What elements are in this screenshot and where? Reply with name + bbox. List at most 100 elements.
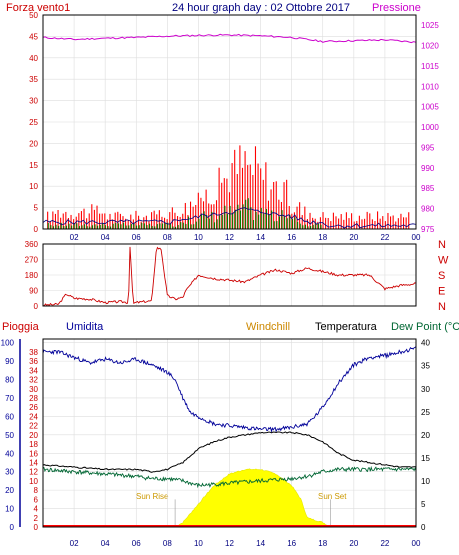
wind-x-tick: 22 bbox=[380, 233, 389, 242]
humidity-line bbox=[42, 346, 417, 433]
climate-x-tick: 08 bbox=[163, 539, 172, 548]
rain-y-tick: 14 bbox=[29, 458, 38, 467]
wind-y-tick: 25 bbox=[29, 118, 38, 127]
rain-y-tick: 38 bbox=[29, 348, 38, 357]
rain-y-tick: 28 bbox=[29, 394, 38, 403]
dew-point-label: Dew Point (°C bbox=[391, 321, 459, 333]
dir-compass-letter: N bbox=[438, 239, 446, 251]
wind-frame bbox=[42, 14, 417, 230]
temp-y-tick: 25 bbox=[421, 408, 430, 417]
dir-compass-letter: W bbox=[438, 255, 449, 267]
rain-y-tick: 36 bbox=[29, 357, 38, 366]
temp-y-tick: 5 bbox=[421, 500, 426, 509]
wind-y-tick: 5 bbox=[34, 204, 39, 213]
pressure-y-tick: 975 bbox=[421, 225, 435, 234]
pressure-line bbox=[42, 33, 417, 44]
climate-x-tick: 10 bbox=[194, 539, 203, 548]
pressure-y-tick: 1010 bbox=[421, 82, 439, 91]
rain-y-tick: 12 bbox=[29, 468, 38, 477]
rain-y-tick: 0 bbox=[34, 523, 39, 532]
climate-x-tick: 22 bbox=[380, 539, 389, 548]
temp-y-tick: 30 bbox=[421, 385, 430, 394]
wind-x-tick: 12 bbox=[225, 233, 234, 242]
rain-y-tick: 2 bbox=[34, 514, 39, 523]
rain-y-tick: 6 bbox=[34, 495, 39, 504]
wind-blue-line bbox=[42, 207, 417, 229]
wind-y-tick: 15 bbox=[29, 161, 38, 170]
climate-x-tick: 20 bbox=[349, 539, 358, 548]
climate-x-tick: 16 bbox=[287, 539, 296, 548]
wind-x-tick: 04 bbox=[101, 233, 110, 242]
sunset-label: Sun Set bbox=[318, 492, 347, 501]
humidity-y-tick: 70 bbox=[5, 394, 14, 403]
climate-x-tick: 12 bbox=[225, 539, 234, 548]
wind-x-tick: 14 bbox=[256, 233, 265, 242]
rain-y-tick: 8 bbox=[34, 486, 39, 495]
temp-y-tick: 35 bbox=[421, 362, 430, 371]
wind-x-tick: 08 bbox=[163, 233, 172, 242]
pressure-y-tick: 980 bbox=[421, 205, 435, 214]
pressure-y-tick: 995 bbox=[421, 143, 435, 152]
climate-x-tick: 18 bbox=[318, 539, 327, 548]
rain-y-tick: 22 bbox=[29, 422, 38, 431]
dir-y-tick: 180 bbox=[25, 271, 39, 280]
dir-y-tick: 90 bbox=[29, 287, 38, 296]
dir-compass-letter: S bbox=[438, 270, 445, 282]
rain-y-tick: 16 bbox=[29, 449, 38, 458]
dir-compass-letter: E bbox=[438, 286, 445, 298]
dew-point-line bbox=[42, 465, 417, 489]
climate-x-tick: 00 bbox=[412, 539, 421, 548]
humidity-y-tick: 100 bbox=[1, 339, 15, 348]
pressure-y-tick: 1020 bbox=[421, 42, 439, 51]
rain-y-tick: 34 bbox=[29, 366, 38, 375]
temp-y-tick: 40 bbox=[421, 339, 430, 348]
wind-x-tick: 02 bbox=[70, 233, 79, 242]
rain-y-tick: 4 bbox=[34, 505, 39, 514]
wind-x-tick: 16 bbox=[287, 233, 296, 242]
humidity-y-tick: 10 bbox=[5, 505, 14, 514]
climate-x-tick: 06 bbox=[132, 539, 141, 548]
wind-direction-line bbox=[42, 246, 417, 307]
temperature-label: Temperatura bbox=[315, 321, 378, 333]
humidity-y-tick: 60 bbox=[5, 412, 14, 421]
pressure-y-tick: 1015 bbox=[421, 62, 439, 71]
humidity-y-tick: 50 bbox=[5, 431, 14, 440]
climate-x-tick: 02 bbox=[70, 539, 79, 548]
dir-y-tick: 0 bbox=[34, 302, 39, 311]
humidity-y-tick: 30 bbox=[5, 468, 14, 477]
solar-area bbox=[174, 468, 331, 528]
humidity-y-tick: 90 bbox=[5, 357, 14, 366]
pressure-label: Pressione bbox=[372, 2, 421, 14]
wind-y-tick: 40 bbox=[29, 54, 38, 63]
pressure-y-tick: 1025 bbox=[421, 21, 439, 30]
wind-force-label: Forza vento1 bbox=[6, 2, 70, 14]
page-title: 24 hour graph day : 02 Ottobre 2017 bbox=[172, 2, 350, 14]
wind-x-tick: 00 bbox=[412, 233, 421, 242]
rain-y-tick: 30 bbox=[29, 385, 38, 394]
rain-y-tick: 32 bbox=[29, 376, 38, 385]
rain-y-tick: 18 bbox=[29, 440, 38, 449]
wind-x-tick: 20 bbox=[349, 233, 358, 242]
pressure-y-tick: 1005 bbox=[421, 103, 439, 112]
temp-y-tick: 15 bbox=[421, 454, 430, 463]
dir-compass-letter: N bbox=[438, 301, 446, 313]
rain-y-tick: 20 bbox=[29, 431, 38, 440]
climate-x-tick: 14 bbox=[256, 539, 265, 548]
wind-y-tick: 45 bbox=[29, 32, 38, 41]
dir-frame bbox=[42, 243, 417, 307]
temp-y-tick: 0 bbox=[421, 523, 426, 532]
rain-label: Pioggia bbox=[2, 321, 40, 333]
wind-y-tick: 0 bbox=[34, 225, 39, 234]
humidity-label: Umidita bbox=[66, 321, 104, 333]
rain-y-tick: 24 bbox=[29, 412, 38, 421]
temp-y-tick: 20 bbox=[421, 431, 430, 440]
wind-x-tick: 18 bbox=[318, 233, 327, 242]
wind-y-tick: 50 bbox=[29, 11, 38, 20]
humidity-y-tick: 20 bbox=[5, 486, 14, 495]
climate-x-tick: 04 bbox=[101, 539, 110, 548]
temperature-line bbox=[42, 431, 417, 473]
dir-y-tick: 360 bbox=[25, 240, 39, 249]
windchill-label: Windchill bbox=[246, 321, 290, 333]
pressure-y-tick: 1000 bbox=[421, 123, 439, 132]
